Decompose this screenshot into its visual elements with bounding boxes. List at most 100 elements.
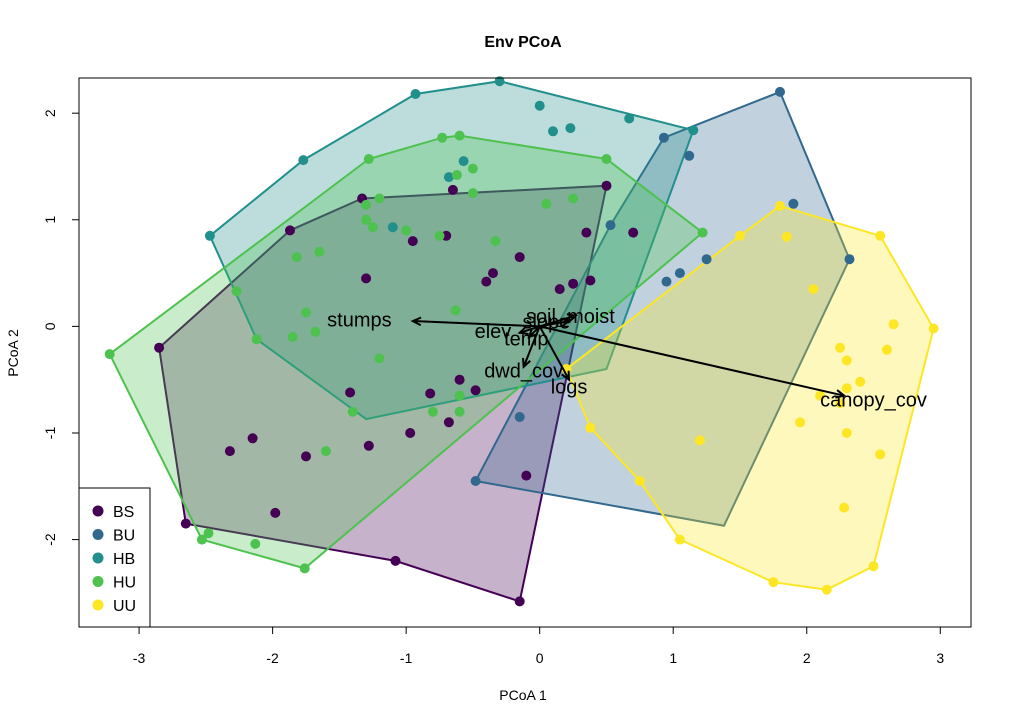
point-hu [310,326,321,337]
point-bs [521,470,532,481]
point-bu [788,198,799,209]
point-bu [701,254,712,265]
point-bs [601,180,612,191]
arrow-stumps [412,320,540,328]
point-layer [104,76,939,607]
point-uu [781,231,792,242]
point-uu [841,383,852,394]
point-hu [454,406,465,417]
legend: BS BU HB HU UU [78,487,151,628]
legend-label-uu: UU [113,598,136,615]
point-hu [374,193,385,204]
legend-label-hb: HB [113,551,135,568]
legend-box [78,487,151,628]
point-hu [434,230,445,241]
point-hu [251,334,262,345]
arrow-label-elev: elev [475,321,512,343]
legend-swatch-bu [92,529,104,540]
point-bs [407,236,418,247]
point-bu [661,276,672,287]
arrow-label-dwd-cov: dwd_cov [484,361,563,383]
point-hu [196,534,207,545]
point-hu [301,307,311,318]
point-bu [844,254,855,265]
point-bs [270,507,281,518]
point-hb [410,89,421,99]
legend-label-bs: BS [113,504,134,521]
arrow-logs [538,325,570,381]
point-bu [775,86,785,97]
point-uu [928,323,939,334]
y-tick-label: 1 [42,216,58,224]
point-hb [565,123,576,134]
x-tick-label: 2 [803,650,811,666]
point-hu [367,222,378,233]
point-hu [427,406,438,417]
point-bs [301,451,311,462]
point-hu [299,563,310,574]
point-bs [345,387,356,398]
point-hu [437,132,448,143]
point-hu [697,227,708,238]
point-hu [287,332,298,342]
arrow-head [527,328,538,339]
legend-swatch-hb [92,552,104,564]
point-uu [868,561,879,572]
arrow-slope [539,320,570,328]
legend-swatch-hu [92,576,104,587]
point-bs [180,518,191,529]
point-hb [624,113,635,124]
point-hu [454,390,465,401]
point-bs [628,227,639,238]
point-uu [634,476,645,486]
arrow-elev [519,325,540,334]
point-bs [581,227,592,238]
y-axis-label: PCoA 2 [5,329,21,377]
arrow-head [560,317,572,328]
point-hu [601,154,612,164]
point-hu [231,286,242,297]
point-uu [881,344,892,355]
point-bs [247,433,258,444]
point-uu [821,584,832,595]
arrow-head [517,325,529,336]
point-hb [204,230,215,241]
point-bu [684,150,695,161]
point-hu [374,353,385,364]
point-uu [775,200,785,211]
point-hu [347,406,358,417]
point-hu [451,170,462,180]
arrow-label-slope: slope [522,311,570,333]
x-tick-label: -1 [400,650,413,666]
legend-label-bu: BU [113,528,135,545]
point-uu [815,390,826,401]
point-bs [361,273,372,284]
point-uu [888,319,899,330]
point-hu [568,193,579,204]
y-tick-label: -2 [42,533,58,546]
arrow-label-soil-moist: soil_moist [526,306,615,328]
arrow-label-canopy-cov: canopy_cov [820,389,927,411]
arrow-canopy-cov [539,325,845,397]
point-bs [285,225,295,236]
point-hb [443,172,454,183]
point-uu [875,449,886,460]
arrow-head [835,389,847,399]
point-hu [454,130,465,141]
point-hu [291,252,302,263]
arrow-head [561,370,571,382]
point-bs [470,385,481,396]
point-hu [361,214,372,225]
point-bu [674,268,685,279]
point-bu [514,412,525,422]
point-uu [855,376,866,387]
point-hb [688,125,699,136]
arrow-head [522,357,531,370]
point-bs [405,428,416,438]
x-tick-label: -3 [133,650,146,666]
hull-uu [565,204,935,591]
point-hu [541,198,552,209]
point-hu [104,349,115,360]
point-hb [548,126,558,137]
